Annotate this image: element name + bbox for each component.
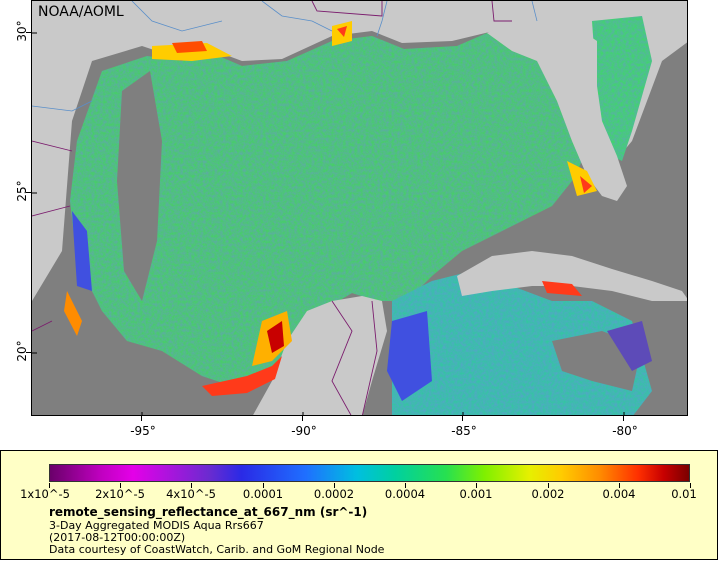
y-tick-label: 25° [15, 180, 29, 202]
colorbar-tick-mark [476, 483, 477, 488]
colorbar-label: 0.001 [459, 487, 493, 501]
cuba-land [457, 251, 687, 301]
colorbar-label: 4x10^-5 [166, 487, 216, 501]
colorbar-label: 0.01 [671, 487, 697, 501]
y-tick-mark [26, 32, 31, 33]
colorbar-label: 0.0002 [313, 487, 355, 501]
yucatan-land [253, 296, 387, 415]
colorbar-tick-mark [334, 483, 335, 488]
colorbar-tick-mark [263, 483, 264, 488]
colorbar-label: 1x10^-5 [20, 487, 70, 501]
colorbar-label: 0.004 [602, 487, 636, 501]
colorbar-tick-mark [619, 483, 620, 488]
legend-panel: remote_sensing_reflectance_at_667_nm (sr… [0, 450, 718, 560]
time-label: (2017-08-12T00:00:00Z) [49, 531, 186, 544]
variable-name: remote_sensing_reflectance_at_667_nm (sr… [49, 505, 368, 519]
x-tick-label: -85° [451, 424, 477, 438]
credit-label: NOAA/AOML [38, 4, 124, 20]
source-credit: Data courtesy of CoastWatch, Carib. and … [49, 543, 385, 556]
borders [32, 1, 512, 415]
florida-land [487, 21, 627, 201]
x-tick-mark [141, 416, 142, 421]
x-tick-mark [462, 416, 463, 421]
colorbar-tick-mark [405, 483, 406, 488]
colorbar-tick-mark [191, 483, 192, 488]
colorbar-label: 0.0001 [242, 487, 284, 501]
product-name: 3-Day Aggregated MODIS Aqua Rrs667 [49, 519, 264, 532]
y-tick-label: 20° [15, 340, 29, 362]
colorbar-tick-mark [548, 483, 549, 488]
colorbar-tick-mark [690, 483, 691, 488]
gulf-of-mexico-map [32, 1, 687, 415]
x-tick-label: -90° [291, 424, 317, 438]
colorbar [49, 464, 690, 482]
colorbar-tick-mark [49, 483, 50, 488]
x-tick-label: -95° [130, 424, 156, 438]
colorbar-label: 0.0004 [384, 487, 426, 501]
y-tick-mark [26, 192, 31, 193]
colorbar-tick-mark [120, 483, 121, 488]
x-tick-mark [302, 416, 303, 421]
rivers [32, 1, 538, 112]
colorbar-label: 2x10^-5 [95, 487, 145, 501]
x-tick-mark [623, 416, 624, 421]
colorbar-label: 0.002 [531, 487, 565, 501]
x-tick-label: -80° [612, 424, 638, 438]
y-tick-label: 30° [15, 20, 29, 42]
map-panel[interactable]: NOAA/AOML [31, 0, 688, 416]
frame-ticks [32, 32, 625, 415]
y-tick-mark [26, 352, 31, 353]
